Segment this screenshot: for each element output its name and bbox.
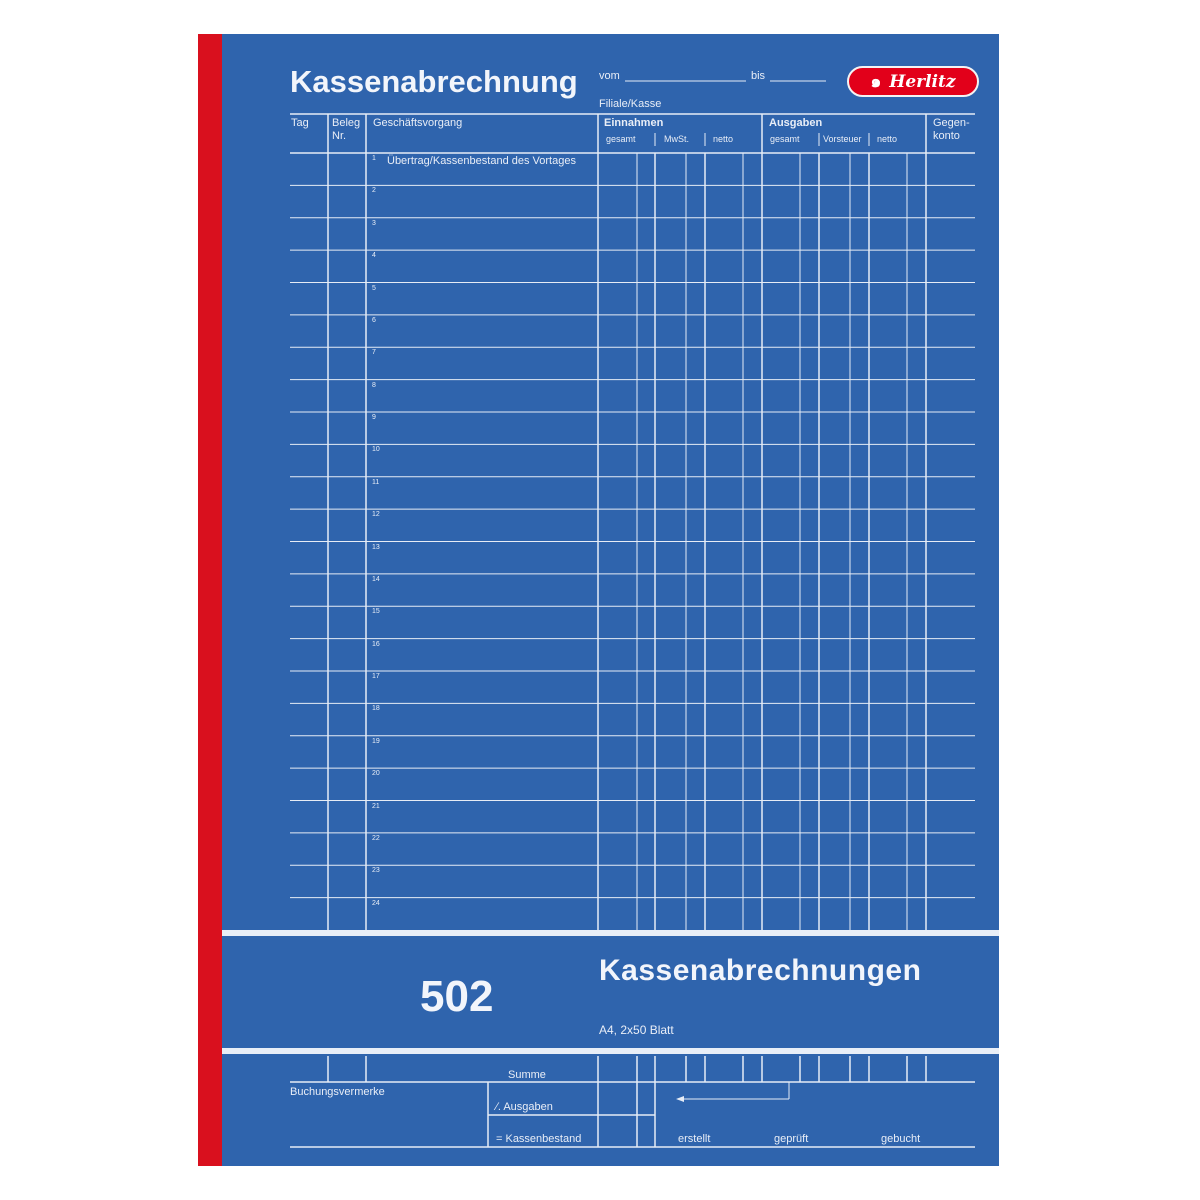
geprueft-label: geprüft <box>774 1133 809 1145</box>
sub-netto: netto <box>713 134 734 144</box>
row-number: 6 <box>372 316 376 324</box>
row-number: 14 <box>372 575 380 583</box>
gebucht-label: gebucht <box>881 1133 921 1145</box>
brand-name: Herlitz <box>889 71 956 92</box>
spiral-icon: ๑ <box>870 72 882 92</box>
row-number: 8 <box>372 381 376 389</box>
col-ausgaben: Ausgaben <box>769 117 823 129</box>
row-number: 22 <box>372 834 380 842</box>
erstellt-label: erstellt <box>678 1133 711 1145</box>
col-gegenkonto-1: Gegen- <box>933 117 970 129</box>
arrow-left-icon <box>676 1096 684 1102</box>
page-title: Kassenabrechnung <box>290 64 578 99</box>
summe-label: Summe <box>508 1069 546 1081</box>
row-number: 23 <box>372 867 380 875</box>
red-spine <box>198 34 222 1166</box>
sub-vorsteuer: Vorsteuer <box>823 134 862 144</box>
sub-mwst: MwSt. <box>664 134 690 144</box>
row-number: 7 <box>372 349 376 357</box>
buchungsvermerke-label: Buchungsvermerke <box>290 1086 385 1098</box>
col-gegenkonto-2: konto <box>933 130 960 142</box>
row-number: 19 <box>372 737 380 745</box>
row-number: 11 <box>372 478 380 486</box>
brand-logo: ๑ Herlitz <box>847 66 979 97</box>
from-label: vom <box>599 70 620 82</box>
sub-netto-2: netto <box>877 134 898 144</box>
row-number: 3 <box>372 219 376 227</box>
row-number: 16 <box>372 640 380 648</box>
first-row-text: Übertrag/Kassenbestand des Vortages <box>387 155 576 167</box>
col-beleg-nr: Nr. <box>332 130 347 142</box>
divider-stripe <box>222 1048 999 1054</box>
product-number: 502 <box>420 972 494 1021</box>
product-spec: A4, 2x50 Blatt <box>599 1023 674 1037</box>
row-number: 21 <box>372 802 380 810</box>
row-number: 15 <box>372 608 380 616</box>
row-number: 4 <box>372 252 376 260</box>
row-number: 17 <box>372 673 380 680</box>
ausgaben-label: ∕. Ausgaben <box>496 1101 553 1113</box>
col-vorgang: Geschäftsvorgang <box>373 117 463 129</box>
kassenbestand-label: = Kassenbestand <box>496 1133 582 1145</box>
row-number: 24 <box>372 899 380 907</box>
sub-gesamt: gesamt <box>606 134 636 144</box>
sub-gesamt-2: gesamt <box>770 134 800 144</box>
product-name: Kassenabrechnungen <box>599 954 922 987</box>
row-number: 10 <box>372 446 380 454</box>
branch-label: Filiale/Kasse <box>599 98 662 110</box>
row-number: 1 <box>372 155 376 162</box>
row-number: 2 <box>372 187 376 195</box>
row-number: 13 <box>372 543 380 551</box>
to-label: bis <box>751 70 766 82</box>
row-number: 18 <box>372 705 380 713</box>
row-number: 20 <box>372 770 380 778</box>
row-number: 12 <box>372 511 380 519</box>
divider-stripe <box>222 930 999 936</box>
col-beleg: Beleg <box>332 117 361 129</box>
row-number: 9 <box>372 414 376 421</box>
col-einnahmen: Einnahmen <box>604 117 664 129</box>
row-number: 5 <box>372 284 376 292</box>
col-tag: Tag <box>291 117 309 129</box>
